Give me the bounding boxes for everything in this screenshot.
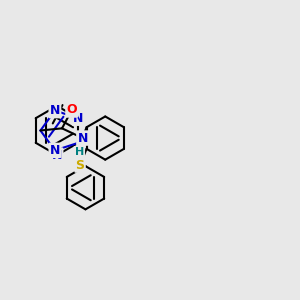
- Text: N: N: [52, 148, 62, 162]
- Text: N: N: [50, 144, 60, 157]
- Text: N: N: [77, 132, 88, 145]
- Text: O: O: [67, 103, 77, 116]
- Text: S: S: [76, 159, 85, 172]
- Text: N: N: [73, 112, 83, 125]
- Text: H: H: [75, 147, 84, 157]
- Text: N: N: [50, 104, 60, 117]
